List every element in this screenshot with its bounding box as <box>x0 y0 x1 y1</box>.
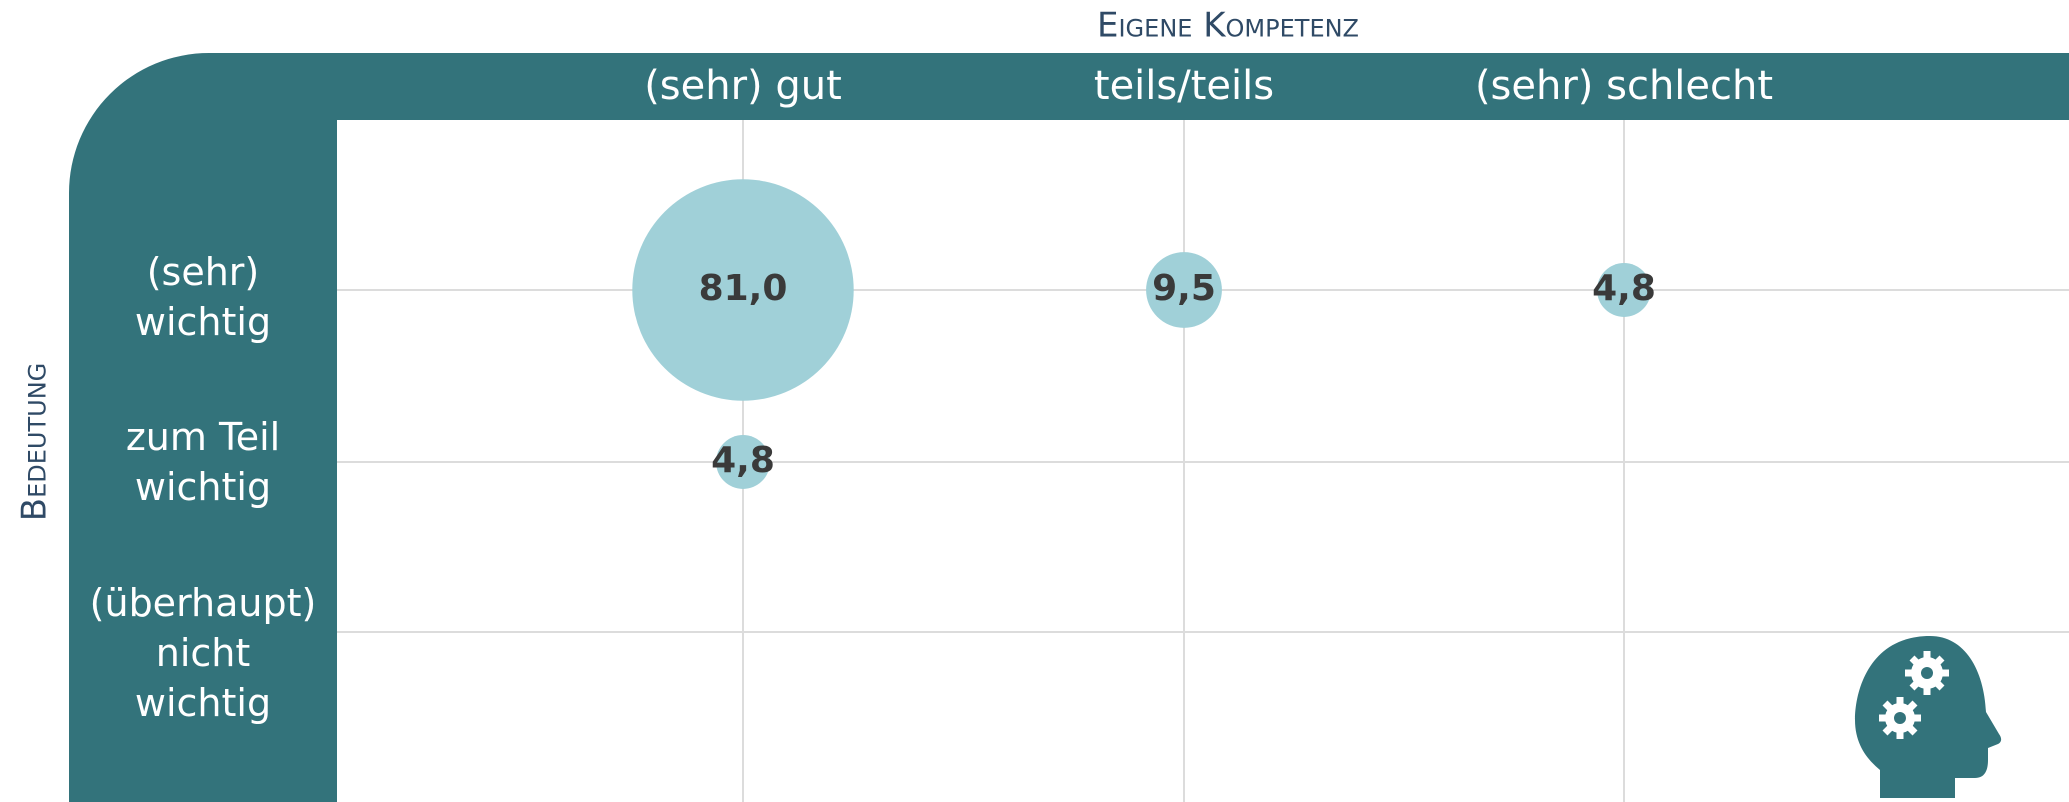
header-band <box>69 53 2069 802</box>
x-axis-title: Eigene Kompetenz <box>1097 6 1359 46</box>
bubble <box>1597 263 1651 317</box>
y-tick-label: (überhaupt) nicht wichtig <box>89 581 317 725</box>
data-label: 81,0 <box>699 268 788 309</box>
bubble <box>716 435 770 489</box>
head-icon <box>1855 636 2002 798</box>
bubble <box>632 179 854 401</box>
y-axis-title: Bedeutung <box>15 363 55 521</box>
y-tick-label: (sehr) wichtig <box>134 250 272 344</box>
x-tick-label: (sehr) schlecht <box>1475 63 1773 109</box>
data-label: 4,8 <box>1592 268 1656 309</box>
x-tick-label: teils/teils <box>1094 63 1274 109</box>
data-label: 9,5 <box>1152 268 1216 309</box>
data-label: 4,8 <box>711 440 775 481</box>
bubble <box>1146 252 1222 328</box>
y-tick-label: zum Teil wichtig <box>125 415 281 509</box>
x-tick-label: (sehr) gut <box>644 63 842 109</box>
